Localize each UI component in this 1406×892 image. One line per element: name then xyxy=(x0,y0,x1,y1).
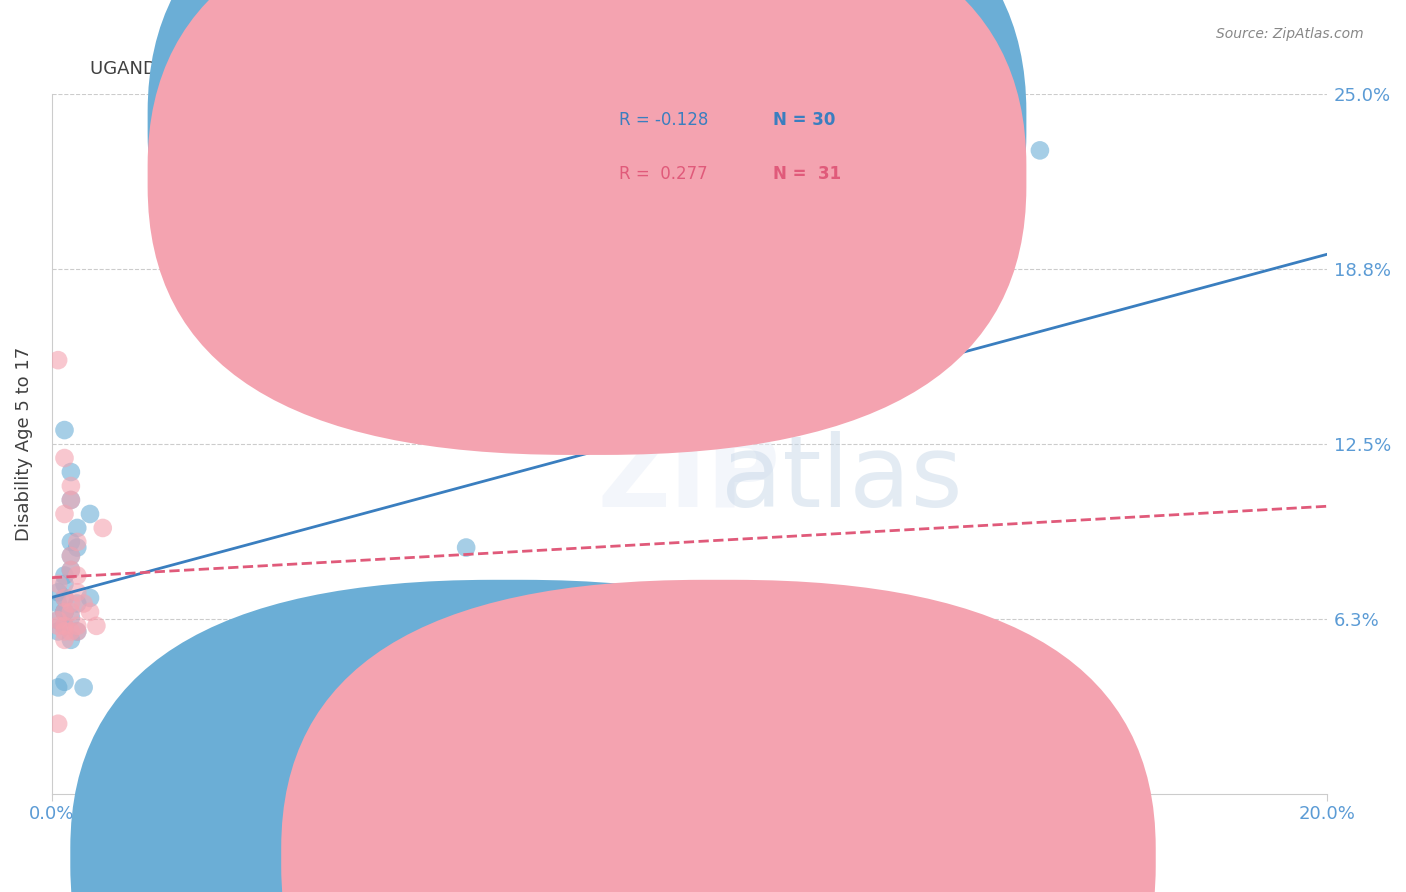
Point xyxy=(59,624,82,639)
Point xyxy=(53,591,76,605)
Point xyxy=(66,541,89,555)
Y-axis label: Disability Age 5 to 17: Disability Age 5 to 17 xyxy=(15,347,32,541)
Point xyxy=(79,591,101,605)
Point xyxy=(66,619,89,633)
Point xyxy=(72,597,94,611)
Point xyxy=(46,716,69,731)
Point xyxy=(59,597,82,611)
Point xyxy=(59,549,82,563)
Text: Source: ZipAtlas.com: Source: ZipAtlas.com xyxy=(1216,27,1364,41)
Point xyxy=(53,577,76,591)
Point xyxy=(66,521,89,535)
Point xyxy=(53,605,76,619)
Point xyxy=(53,632,76,647)
Text: N =  31: N = 31 xyxy=(773,165,841,183)
Point xyxy=(79,605,101,619)
Point xyxy=(79,507,101,521)
Point xyxy=(59,493,82,508)
Text: ZIP: ZIP xyxy=(598,431,780,527)
Point xyxy=(46,624,69,639)
Point xyxy=(53,591,76,605)
Point xyxy=(59,535,82,549)
Text: Spanish American Indians: Spanish American Indians xyxy=(737,847,950,865)
Point xyxy=(59,632,82,647)
Text: R = -0.128: R = -0.128 xyxy=(619,112,709,129)
Point xyxy=(53,619,76,633)
Point xyxy=(66,597,89,611)
Text: R =  0.277: R = 0.277 xyxy=(619,165,707,183)
Point xyxy=(53,605,76,619)
Point xyxy=(46,619,69,633)
Point xyxy=(690,423,713,437)
Point xyxy=(59,563,82,577)
Point xyxy=(59,563,82,577)
Point xyxy=(72,681,94,695)
Point xyxy=(66,624,89,639)
Point xyxy=(59,493,82,508)
Point xyxy=(53,605,76,619)
Point xyxy=(46,613,69,627)
Point xyxy=(647,689,669,703)
Point xyxy=(53,568,76,582)
Point xyxy=(66,535,89,549)
Point xyxy=(46,585,69,599)
Point xyxy=(66,624,89,639)
Point xyxy=(456,353,478,368)
Point xyxy=(59,605,82,619)
Text: UGANDAN VS SPANISH AMERICAN INDIAN DISABILITY AGE 5 TO 17 CORRELATION CHART: UGANDAN VS SPANISH AMERICAN INDIAN DISAB… xyxy=(90,60,890,78)
Text: atlas: atlas xyxy=(721,431,963,527)
Point xyxy=(53,674,76,689)
Point xyxy=(66,585,89,599)
Point xyxy=(46,577,69,591)
Point xyxy=(53,507,76,521)
Point xyxy=(86,619,108,633)
Point xyxy=(59,610,82,624)
Point xyxy=(965,681,987,695)
Point xyxy=(53,450,76,465)
Point xyxy=(91,521,114,535)
Text: N = 30: N = 30 xyxy=(773,112,835,129)
Point xyxy=(53,624,76,639)
Point xyxy=(46,613,69,627)
Point xyxy=(46,597,69,611)
Point xyxy=(456,541,478,555)
Point xyxy=(66,568,89,582)
Point xyxy=(46,353,69,368)
Point xyxy=(59,465,82,479)
Point xyxy=(59,479,82,493)
Point xyxy=(1029,144,1052,158)
Point xyxy=(59,549,82,563)
Text: Ugandans: Ugandans xyxy=(548,847,633,865)
Point xyxy=(46,681,69,695)
Point xyxy=(53,423,76,437)
Point xyxy=(53,619,76,633)
